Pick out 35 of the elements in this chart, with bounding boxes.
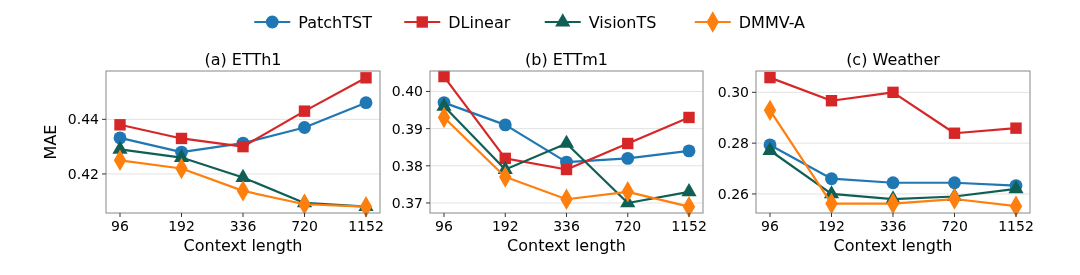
y-tick-label: 0.26 bbox=[717, 185, 750, 202]
x-tick-label: 720 bbox=[941, 218, 968, 234]
x-tick-label: 336 bbox=[879, 218, 907, 234]
x-tick-label: 192 bbox=[168, 218, 195, 234]
x-tick-label: 720 bbox=[614, 218, 642, 234]
chart-title: (c) Weather bbox=[846, 50, 941, 69]
y-axis-title: MAE bbox=[41, 124, 60, 160]
x-tick-label: 336 bbox=[229, 218, 257, 234]
y-tick-label: 0.28 bbox=[717, 135, 749, 152]
x-tick-label: 336 bbox=[553, 218, 580, 234]
legend-label: DLinear bbox=[448, 12, 511, 32]
y-tick-label: 0.30 bbox=[717, 84, 749, 101]
x-axis-title: Context length bbox=[833, 236, 953, 255]
x-tick-label: 720 bbox=[291, 218, 318, 234]
x-tick-label: 1152 bbox=[671, 218, 707, 234]
x-tick-label: 1152 bbox=[348, 218, 384, 234]
x-axis-title: Context length bbox=[183, 236, 303, 255]
chart-title: (a) ETTh1 bbox=[204, 50, 282, 69]
x-tick-label: 192 bbox=[818, 218, 845, 234]
x-tick-label: 96 bbox=[761, 218, 779, 234]
x-tick-label: 1152 bbox=[998, 218, 1034, 234]
y-tick-label: 0.40 bbox=[391, 83, 423, 100]
x-axis-title: Context length bbox=[507, 236, 626, 255]
y-tick-label: 0.37 bbox=[391, 194, 423, 211]
legend-label: DMMV-A bbox=[738, 12, 806, 32]
x-tick-label: 96 bbox=[111, 218, 129, 234]
y-tick-label: 0.42 bbox=[67, 165, 99, 182]
legend-label: VisionTS bbox=[588, 12, 657, 32]
y-tick-label: 0.39 bbox=[391, 120, 423, 137]
chart-title: (b) ETTm1 bbox=[525, 50, 608, 69]
x-tick-label: 192 bbox=[491, 218, 519, 234]
legend-label: PatchTST bbox=[298, 12, 373, 32]
x-tick-label: 96 bbox=[435, 218, 453, 234]
y-tick-label: 0.38 bbox=[391, 157, 423, 174]
y-tick-label: 0.44 bbox=[67, 111, 100, 128]
